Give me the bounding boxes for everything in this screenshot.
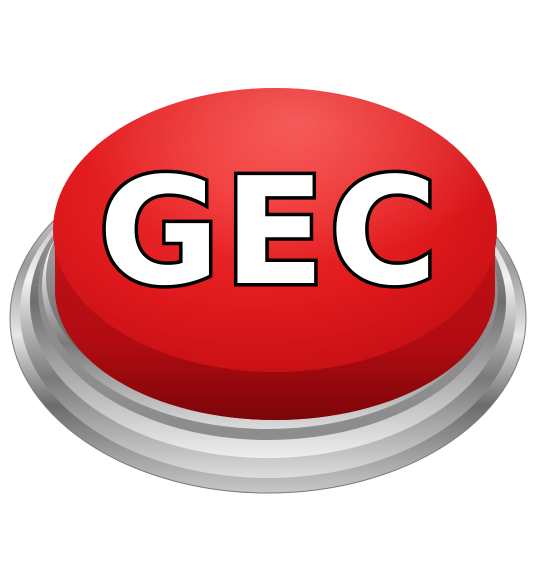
red-cap — [53, 88, 497, 420]
button-label: GEC — [98, 146, 441, 318]
